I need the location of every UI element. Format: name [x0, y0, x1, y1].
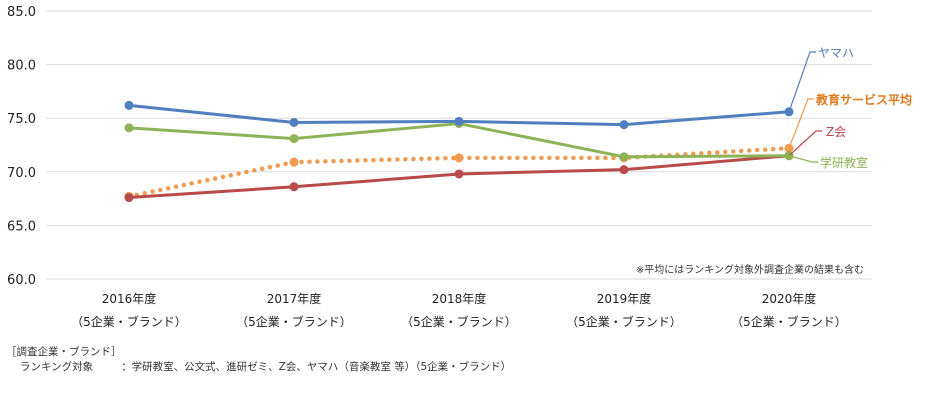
- series-label: ヤマハ: [818, 46, 854, 60]
- data-point-marker: [289, 134, 299, 144]
- x-tick-sublabel: （5企業・ブランド）: [731, 314, 847, 329]
- y-tick-label: 75.0: [7, 112, 36, 127]
- data-point-marker: [454, 153, 464, 163]
- data-point-marker: [124, 123, 134, 133]
- data-point-marker: [289, 182, 299, 192]
- data-point-marker: [289, 117, 299, 127]
- x-tick-label: 2019年度: [597, 291, 652, 306]
- line-chart: 60.0 65.0 70.0 75.0 80.0 85.0 2016年度 （5企業・ブランド…: [7, 5, 912, 329]
- y-axis-ticks: 60.0 65.0 70.0 75.0 80.0 85.0: [7, 5, 36, 288]
- footer-notes: ［調査企業・ブランド］ ランキング対象 ：学研教室、公文式、進研ゼミ、Z会、ヤマハ…: [6, 345, 511, 375]
- series-label: Z会: [826, 125, 846, 139]
- x-tick-label: 2018年度: [432, 291, 487, 306]
- data-point-marker: [124, 193, 134, 203]
- y-tick-label: 60.0: [7, 273, 36, 288]
- x-tick-label: 2016年度: [102, 291, 157, 306]
- x-tick-sublabel: （5企業・ブランド）: [236, 314, 352, 329]
- footer-ranking-row: ランキング対象 ：学研教室、公文式、進研ゼミ、Z会、ヤマハ（音楽教室 等）（5企業…: [6, 360, 511, 375]
- x-tick-sublabel: （5企業・ブランド）: [401, 314, 517, 329]
- y-tick-label: 65.0: [7, 219, 36, 234]
- footer-heading: ［調査企業・ブランド］: [6, 346, 122, 358]
- data-point-marker: [289, 157, 299, 167]
- series-lines: [124, 100, 794, 203]
- data-point-marker: [619, 165, 629, 175]
- x-axis-ticks: 2016年度 （5企業・ブランド） 2017年度 （5企業・ブランド） 2018年度 （5…: [71, 291, 847, 329]
- footer-text: ：学研教室、公文式、進研ゼミ、Z会、ヤマハ（音楽教室 等）（5企業・ブランド）: [121, 361, 512, 373]
- data-point-marker: [454, 116, 464, 126]
- data-point-marker: [124, 100, 134, 110]
- chart-annotation: ※平均にはランキング対象外調査企業の結果も含む: [636, 263, 864, 276]
- footer-label: ランキング対象: [20, 361, 94, 373]
- y-tick-label: 70.0: [7, 166, 36, 181]
- x-tick-sublabel: （5企業・ブランド）: [71, 314, 187, 329]
- gridlines: [46, 10, 872, 280]
- series-label: 教育サービス平均: [815, 92, 912, 107]
- y-tick-label: 85.0: [7, 5, 36, 20]
- series-yamaha: [124, 100, 794, 130]
- data-point-marker: [619, 152, 629, 162]
- x-tick-sublabel: （5企業・ブランド）: [566, 314, 682, 329]
- x-tick-label: 2017年度: [267, 291, 322, 306]
- x-tick-label: 2020年度: [762, 291, 817, 306]
- data-point-marker: [454, 169, 464, 179]
- y-tick-label: 80.0: [7, 59, 36, 74]
- data-point-marker: [619, 120, 629, 130]
- series-label: 学研教室: [820, 155, 868, 170]
